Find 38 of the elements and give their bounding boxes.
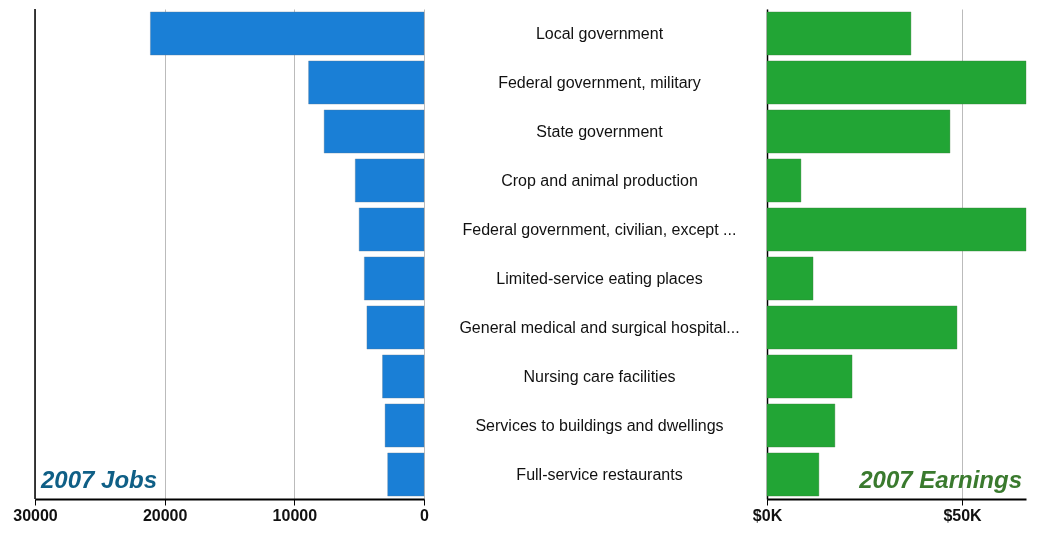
bar (358, 207, 425, 252)
bar (766, 207, 1027, 252)
y-tick-label: Limited-service eating places (496, 269, 703, 287)
bar (766, 158, 802, 203)
bar (384, 403, 425, 448)
bar (387, 452, 425, 497)
bar (354, 158, 425, 203)
bar (364, 256, 425, 301)
bar (766, 354, 853, 399)
bar (766, 60, 1027, 105)
bar (766, 305, 958, 350)
y-tick-label: General medical and surgical hospital... (459, 318, 740, 336)
y-tick-label: Nursing care facilities (523, 367, 676, 385)
x-tick-label: 30000 (13, 506, 58, 524)
x-tick-label: $50K (943, 506, 983, 524)
y-tick-label: Federal government, military (498, 73, 701, 91)
y-tick-label: Federal government, civilian, except ... (462, 220, 737, 238)
bar (308, 60, 425, 105)
y-tick-label: Local government (535, 24, 664, 42)
bar (382, 354, 425, 399)
bar (323, 109, 425, 154)
bar (766, 11, 912, 56)
bar (766, 403, 836, 448)
bar (766, 109, 951, 154)
y-tick-label: Full-service restaurants (516, 465, 683, 483)
bar (366, 305, 425, 350)
y-tick-label: State government (536, 122, 664, 140)
x-tick-label: 10000 (272, 506, 318, 524)
y-tick-label: Crop and animal production (501, 171, 698, 189)
text: 2007 Jobs (40, 466, 158, 493)
bar (766, 452, 820, 497)
bar (150, 11, 425, 56)
bar (766, 256, 814, 301)
text: 2007 Earnings (858, 466, 1022, 493)
x-tick-label: 0 (420, 506, 430, 524)
x-tick-label: $0K (752, 506, 783, 524)
y-tick-label: Services to buildings and dwellings (475, 416, 724, 434)
x-tick-label: 20000 (142, 506, 188, 524)
